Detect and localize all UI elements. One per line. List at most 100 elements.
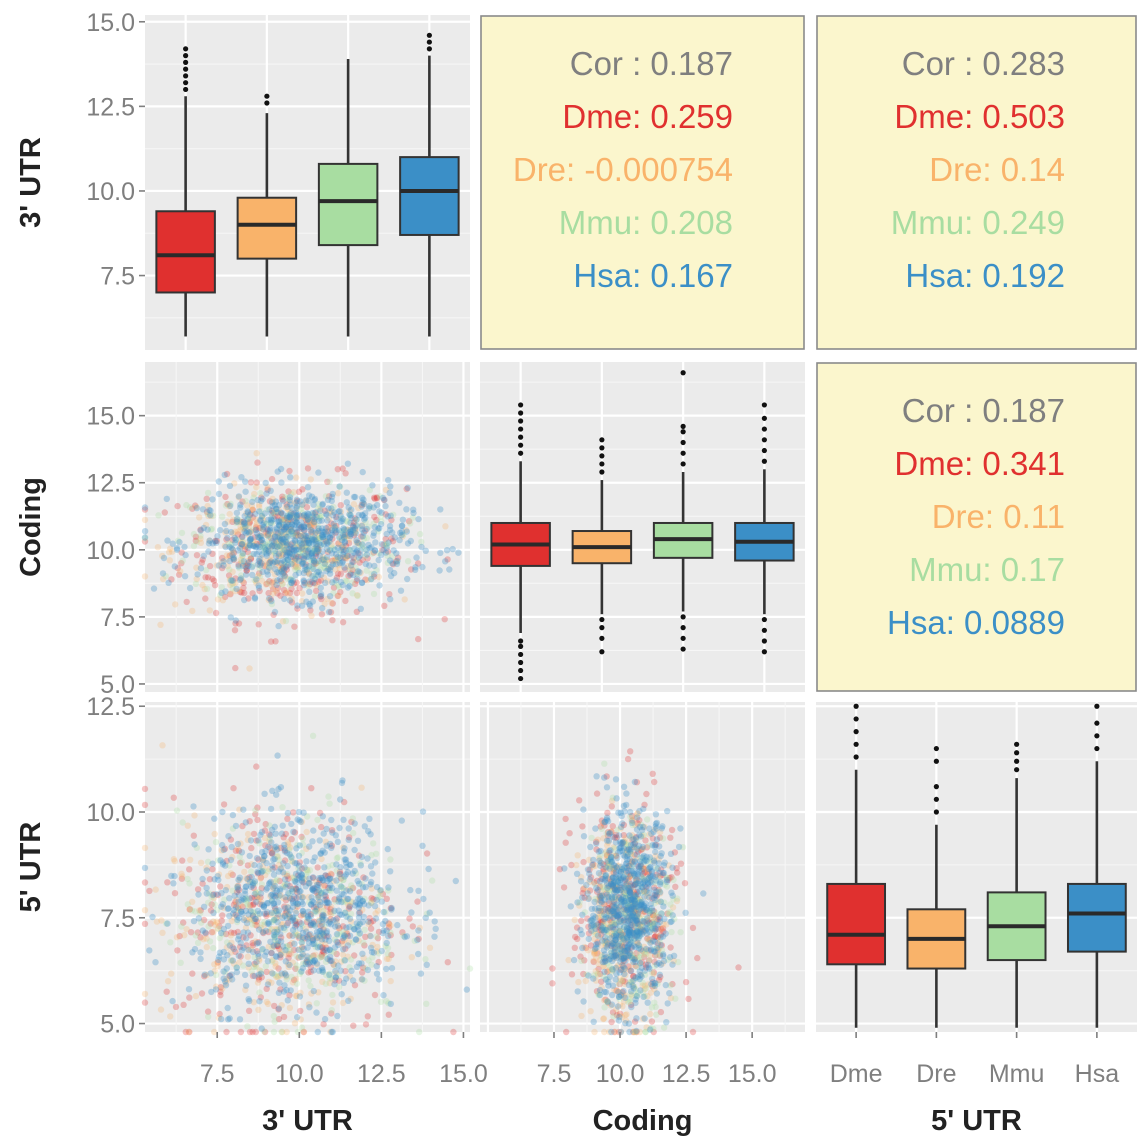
point-dme: [280, 586, 288, 594]
point-hsa: [333, 528, 340, 535]
point-dme: [207, 920, 214, 927]
point-dme: [685, 995, 692, 1003]
point-mmu: [270, 917, 277, 924]
point-dme: [141, 538, 149, 545]
point-dme: [342, 554, 349, 562]
point-mmu: [347, 898, 354, 906]
point-hsa: [238, 849, 246, 856]
point-dre: [185, 1028, 192, 1036]
point-hsa: [313, 960, 321, 967]
point-hsa: [271, 844, 278, 851]
point-hsa: [305, 537, 313, 544]
point-dre: [278, 947, 285, 954]
point-hsa: [251, 890, 258, 898]
point-hsa: [340, 979, 347, 986]
point-dre: [293, 474, 300, 481]
point-hsa: [630, 977, 637, 984]
point-hsa: [275, 569, 283, 577]
point-hsa: [296, 993, 304, 1000]
point-dre: [204, 502, 211, 510]
point-dme: [280, 516, 287, 523]
point-mmu: [375, 950, 382, 957]
point-dre: [319, 553, 327, 561]
point-hsa: [319, 966, 326, 974]
point-hsa: [310, 501, 317, 508]
point-dme: [576, 797, 583, 804]
point-hsa: [301, 527, 308, 534]
point-mmu: [274, 972, 282, 979]
box-coding-dme-outlier: [518, 643, 524, 649]
point-dre: [259, 855, 267, 862]
point-hsa: [587, 843, 594, 851]
point-dme: [353, 577, 360, 584]
point-hsa: [415, 515, 422, 523]
point-hsa: [338, 898, 345, 906]
point-dre: [189, 898, 196, 905]
point-hsa: [302, 563, 309, 570]
scatter-panel-3-utr-vs-coding-background: [145, 362, 470, 692]
point-dme: [303, 514, 310, 521]
point-hsa: [226, 895, 233, 902]
point-hsa: [664, 807, 671, 815]
point-hsa: [337, 967, 345, 974]
point-hsa: [310, 827, 317, 834]
point-dme: [245, 595, 252, 602]
point-mmu: [287, 512, 294, 519]
point-dme: [199, 556, 206, 563]
point-mmu: [335, 583, 343, 591]
point-mmu: [409, 514, 417, 521]
point-hsa: [230, 554, 237, 561]
point-hsa: [404, 575, 411, 583]
point-hsa: [366, 815, 373, 822]
point-dme: [294, 531, 302, 539]
point-hsa: [293, 512, 300, 520]
point-hsa: [308, 549, 315, 556]
point-mmu: [234, 906, 242, 914]
point-dme: [362, 527, 369, 534]
point-hsa: [333, 938, 340, 945]
point-mmu: [411, 937, 418, 945]
point-mmu: [279, 519, 286, 527]
point-mmu: [262, 963, 269, 970]
point-hsa: [373, 963, 380, 970]
point-hsa: [371, 562, 378, 570]
point-dre: [382, 486, 390, 494]
point-hsa: [375, 525, 382, 532]
point-hsa: [240, 896, 248, 903]
point-dre: [284, 839, 291, 846]
point-dme: [374, 935, 382, 942]
point-hsa: [228, 971, 235, 978]
point-hsa: [315, 881, 322, 889]
point-mmu: [382, 541, 389, 548]
point-mmu: [327, 887, 334, 894]
point-dme: [234, 904, 242, 912]
point-dre: [276, 533, 283, 540]
box-5-utr-mmu-outlier: [1014, 767, 1020, 773]
point-hsa: [282, 524, 289, 531]
point-hsa: [182, 551, 189, 559]
point-hsa: [218, 929, 225, 937]
point-dre: [284, 506, 292, 513]
point-hsa: [243, 919, 251, 927]
point-dme: [263, 912, 270, 920]
point-dme: [315, 892, 322, 899]
point-hsa: [212, 986, 220, 993]
point-mmu: [328, 1006, 335, 1014]
point-dre: [327, 564, 334, 571]
point-hsa: [388, 906, 395, 913]
point-mmu: [377, 888, 384, 895]
point-dre: [399, 533, 406, 540]
point-hsa: [622, 994, 629, 1001]
point-hsa: [261, 510, 269, 517]
point-mmu: [363, 534, 370, 542]
point-hsa: [229, 551, 236, 559]
point-dre: [242, 562, 249, 569]
point-hsa: [235, 914, 243, 922]
point-mmu: [466, 965, 474, 972]
point-hsa: [636, 807, 643, 815]
point-hsa: [280, 566, 288, 573]
point-hsa: [311, 518, 318, 525]
point-hsa: [316, 517, 323, 525]
point-hsa: [171, 563, 178, 570]
point-hsa: [270, 539, 278, 546]
